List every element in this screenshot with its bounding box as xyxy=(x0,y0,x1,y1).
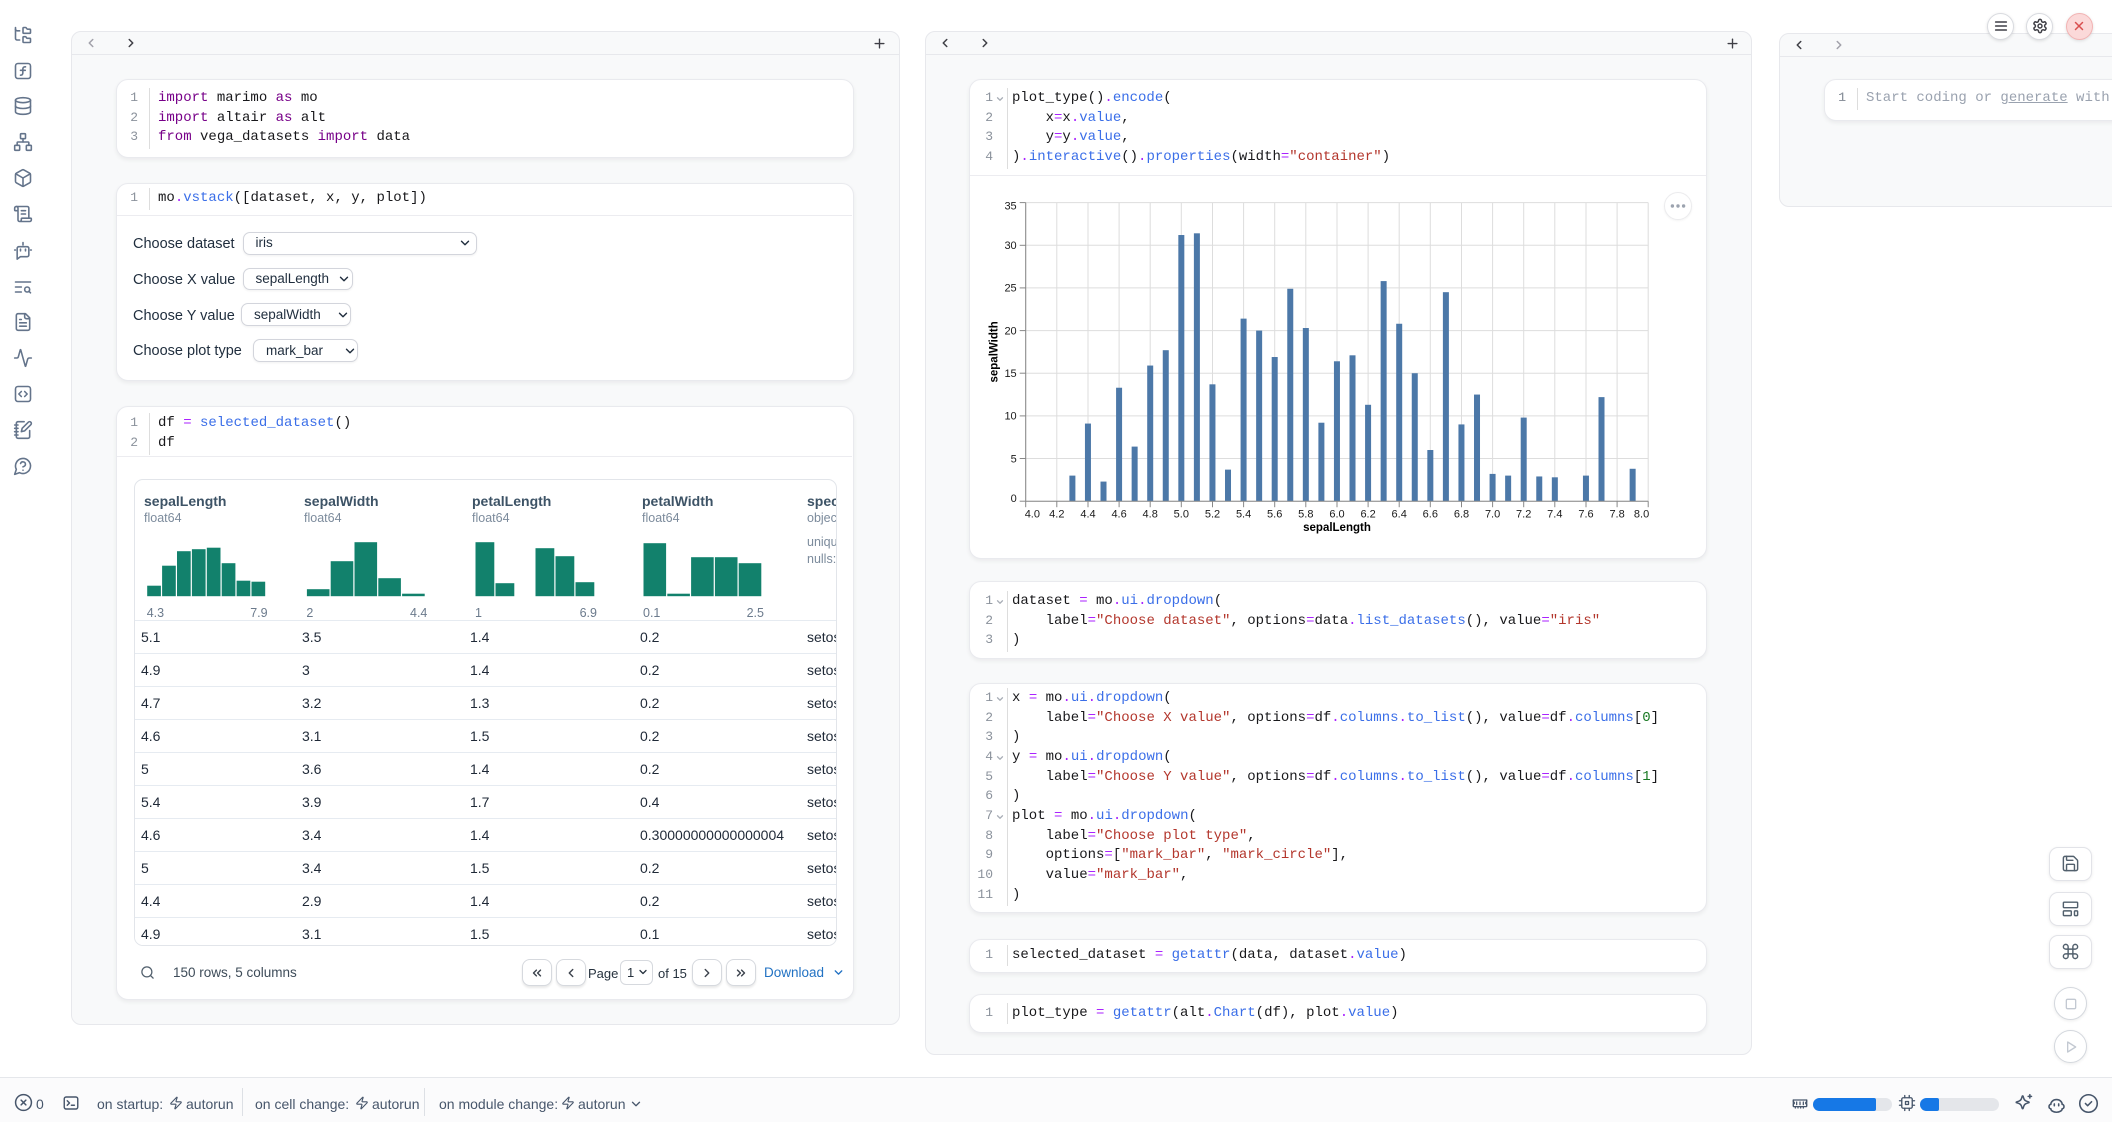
svg-text:7.8: 7.8 xyxy=(1609,509,1624,521)
svg-text:0: 0 xyxy=(1011,493,1017,505)
svg-text:4.8: 4.8 xyxy=(1143,509,1158,521)
svg-text:7.6: 7.6 xyxy=(1578,509,1593,521)
svg-text:5.6: 5.6 xyxy=(1267,509,1282,521)
svg-text:7.2: 7.2 xyxy=(1516,509,1531,521)
svg-text:4.2: 4.2 xyxy=(1049,509,1064,521)
svg-text:5.4: 5.4 xyxy=(1236,509,1251,521)
svg-text:8.0: 8.0 xyxy=(1634,509,1649,521)
svg-text:30: 30 xyxy=(1004,240,1016,252)
svg-text:25: 25 xyxy=(1004,283,1016,295)
svg-text:sepalLength: sepalLength xyxy=(1303,522,1371,534)
svg-text:15: 15 xyxy=(1004,368,1016,380)
svg-text:5.8: 5.8 xyxy=(1298,509,1313,521)
svg-text:6.0: 6.0 xyxy=(1329,509,1344,521)
svg-text:5.0: 5.0 xyxy=(1174,509,1189,521)
svg-text:4.0: 4.0 xyxy=(1025,509,1040,521)
svg-text:35: 35 xyxy=(1004,201,1016,213)
svg-text:sepalWidth: sepalWidth xyxy=(989,321,1001,382)
svg-text:5.2: 5.2 xyxy=(1205,509,1220,521)
svg-text:6.4: 6.4 xyxy=(1392,509,1407,521)
svg-text:5: 5 xyxy=(1011,453,1017,465)
svg-text:10: 10 xyxy=(1004,411,1016,423)
svg-text:7.4: 7.4 xyxy=(1547,509,1562,521)
svg-text:7.0: 7.0 xyxy=(1485,509,1500,521)
svg-text:6.2: 6.2 xyxy=(1360,509,1375,521)
svg-text:6.8: 6.8 xyxy=(1454,509,1469,521)
svg-text:6.6: 6.6 xyxy=(1423,509,1438,521)
svg-text:20: 20 xyxy=(1004,325,1016,337)
svg-text:4.6: 4.6 xyxy=(1111,509,1126,521)
svg-text:4.4: 4.4 xyxy=(1080,509,1095,521)
